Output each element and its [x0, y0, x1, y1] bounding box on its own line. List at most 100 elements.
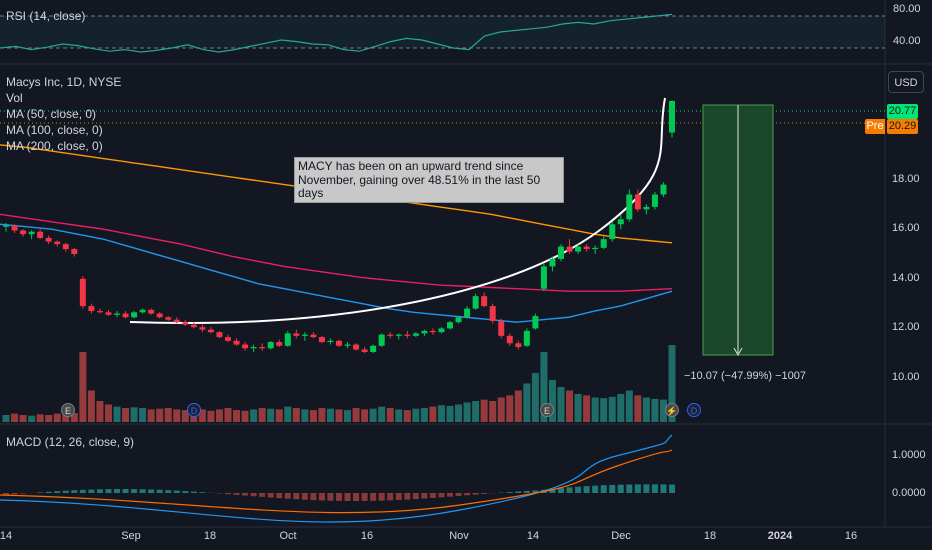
- candle-body: [558, 246, 564, 259]
- macd-histogram-bar: [617, 484, 624, 493]
- volume-bar: [309, 410, 317, 422]
- last-price-tag: 20.77: [887, 104, 918, 119]
- candle-body: [3, 225, 9, 227]
- candle-body: [216, 332, 223, 338]
- candle-body: [464, 308, 471, 318]
- time-tick-10: 16: [844, 530, 858, 542]
- candle-body: [327, 340, 334, 343]
- volume-label[interactable]: Vol: [6, 91, 23, 105]
- candle-body: [600, 239, 607, 248]
- macd-histogram-bar: [233, 493, 240, 495]
- volume-bar: [224, 408, 232, 422]
- volume-bar: [207, 410, 215, 422]
- macd-histogram-bar: [267, 493, 274, 498]
- volume-bar: [147, 409, 155, 422]
- ma100-label[interactable]: MA (100, close, 0): [6, 123, 103, 137]
- macd-histogram-bar: [558, 488, 564, 493]
- macd-histogram-bar: [276, 493, 283, 499]
- volume-bar: [642, 397, 650, 422]
- volume-bar: [659, 399, 667, 422]
- macd-histogram-bar: [378, 493, 385, 501]
- ma100-line: [0, 213, 673, 292]
- candle-body: [626, 194, 633, 220]
- macd-histogram-bar: [114, 489, 120, 493]
- volume-bar: [181, 410, 189, 422]
- dividend-marker-1[interactable]: D: [187, 403, 201, 417]
- volume-bar: [45, 415, 53, 422]
- macd-histogram-bar: [250, 493, 257, 497]
- macd-histogram-bar: [225, 493, 231, 495]
- volume-bar: [378, 406, 386, 422]
- macd-histogram-bar: [429, 493, 436, 498]
- candle-body: [173, 319, 180, 323]
- rsi-tick-40: 40.00: [893, 35, 921, 47]
- candle-body: [412, 333, 419, 336]
- candle-body: [310, 334, 317, 338]
- volume-bar: [173, 409, 181, 422]
- volume-bar: [53, 413, 61, 422]
- candle-body: [96, 311, 103, 313]
- macd-histogram-bar: [643, 484, 650, 493]
- currency-button[interactable]: USD: [888, 71, 924, 93]
- volume-bar: [113, 406, 121, 422]
- macd-histogram-bar: [464, 493, 471, 496]
- macd-histogram-bar: [634, 484, 641, 493]
- candle-body: [506, 335, 513, 344]
- macd-histogram-bar: [515, 491, 522, 493]
- candle-body: [617, 219, 624, 225]
- candle-body: [361, 349, 368, 352]
- volume-bar: [600, 398, 608, 422]
- dividend-marker-2[interactable]: D: [687, 403, 701, 417]
- macd-histogram-bar: [165, 490, 172, 493]
- volume-bar: [19, 415, 27, 422]
- lightning-icon[interactable]: ⚡: [665, 403, 679, 417]
- macd-histogram-bar: [412, 493, 419, 500]
- candle-body: [447, 322, 453, 329]
- volume-bar: [489, 401, 497, 422]
- volume-bar: [215, 409, 223, 422]
- candle-body: [88, 306, 95, 312]
- candle-body: [353, 344, 360, 350]
- volume-bar: [267, 408, 275, 422]
- macd-histogram-bar: [336, 493, 342, 501]
- candle-body: [233, 340, 240, 345]
- volume-bar: [608, 396, 616, 422]
- macd-histogram-bar: [455, 493, 462, 497]
- trend-annotation[interactable]: MACY has been on an upward trend since N…: [294, 157, 564, 203]
- ma50-label[interactable]: MA (50, close, 0): [6, 107, 97, 121]
- macd-tick-0: 0.0000: [892, 487, 926, 499]
- time-tick-3: Oct: [279, 530, 297, 542]
- volume-bar: [344, 410, 352, 422]
- macd-histogram-bar: [131, 489, 138, 493]
- pre-price-tag: 20.29: [887, 119, 918, 134]
- macd-histogram-bar: [353, 493, 360, 501]
- ma200-label[interactable]: MA (200, close, 0): [6, 139, 103, 153]
- macd-histogram-bar: [600, 485, 607, 493]
- candle-body: [62, 244, 69, 250]
- candle-body: [566, 246, 573, 252]
- volume-bar: [634, 395, 642, 422]
- earnings-marker-2[interactable]: E: [540, 403, 554, 417]
- macd-histogram-bar: [284, 493, 291, 499]
- macd-histogram-bar: [37, 492, 44, 493]
- candle-body: [575, 246, 582, 252]
- candle-body: [156, 313, 163, 318]
- candle-body: [54, 241, 61, 245]
- macd-histogram-bar: [242, 493, 249, 496]
- trend-curve: [129, 97, 666, 325]
- candle-body: [11, 225, 18, 231]
- symbol-title[interactable]: Macys Inc, 1D, NYSE: [6, 75, 122, 89]
- candle-body: [523, 330, 530, 346]
- candle-body: [267, 342, 274, 349]
- candle-body: [259, 347, 266, 349]
- macd-histogram-bar: [301, 493, 308, 500]
- macd-histogram-bar: [438, 493, 445, 498]
- macd-histogram-bar: [344, 493, 351, 501]
- candle-body: [79, 278, 86, 307]
- candle-body: [515, 343, 522, 348]
- earnings-marker-1[interactable]: E: [61, 403, 75, 417]
- macd-histogram-bar: [506, 491, 513, 493]
- rsi-band: [0, 16, 885, 48]
